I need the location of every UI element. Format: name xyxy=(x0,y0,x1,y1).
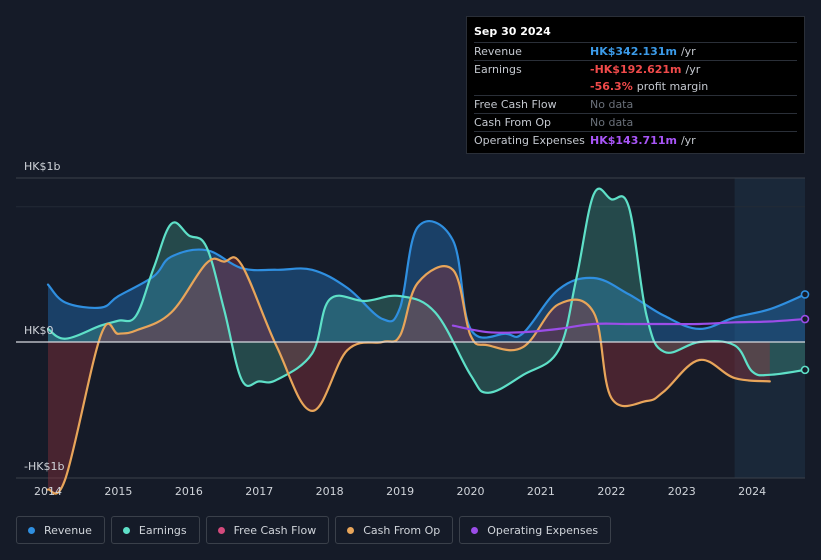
tooltip-rows: Revenue HK$342.131m/yr Earnings -HK$192.621… xyxy=(474,42,797,149)
y-tick-label: HK$0 xyxy=(24,324,53,337)
x-tick-label: 2018 xyxy=(316,485,344,498)
tooltip-row-unit: /yr xyxy=(685,63,701,76)
chart-legend: Revenue Earnings Free Cash Flow Cash From O… xyxy=(16,516,617,546)
chart-grid xyxy=(16,177,805,479)
y-tick-label: -HK$1b xyxy=(24,460,64,473)
line-operating-expenses xyxy=(451,317,807,334)
legend-label: Free Cash Flow xyxy=(233,523,317,537)
legend-item-earnings[interactable]: Earnings xyxy=(110,516,200,544)
line-cash-from-op xyxy=(46,256,771,495)
legend-dot-icon xyxy=(347,526,355,534)
chart-axis-labels: HK$1b HK$0 -HK$1b 2014 2015 2016 2017 2018 2019 2… xyxy=(24,160,766,498)
chart-areas xyxy=(48,188,805,494)
tooltip-row: Operating Expenses HK$143.711m/yr xyxy=(474,131,797,149)
tooltip-row-label: Free Cash Flow xyxy=(474,98,557,111)
tooltip-row-label: Revenue xyxy=(474,45,522,58)
chart-lines xyxy=(16,187,810,495)
x-tick-label: 2015 xyxy=(104,485,132,498)
forecast-region xyxy=(734,178,805,478)
tooltip-row: Revenue HK$342.131m/yr xyxy=(474,42,797,60)
endpoint-revenue xyxy=(800,290,810,299)
legend-dot-icon xyxy=(28,526,35,534)
area-cash-from-op xyxy=(48,257,770,494)
tooltip-row-unit: /yr xyxy=(680,45,696,58)
legend-item-cash-from-op[interactable]: Cash From Op xyxy=(335,516,454,544)
tooltip-row-label: Operating Expenses xyxy=(474,134,585,147)
endpoint-operating-expenses xyxy=(800,314,810,324)
line-revenue xyxy=(46,220,807,339)
legend-dot-icon xyxy=(122,526,130,534)
x-tick-label: 2024 xyxy=(738,485,766,498)
legend-dot-icon xyxy=(217,526,225,534)
tooltip-row-value: -HK$192.621m xyxy=(590,63,682,76)
legend-label: Cash From Op xyxy=(363,523,441,537)
x-tick-label: 2023 xyxy=(668,485,696,498)
endpoint-earnings xyxy=(800,365,810,375)
tooltip-row-value: No data xyxy=(590,98,634,111)
legend-item-free-cash-flow[interactable]: Free Cash Flow xyxy=(205,516,330,544)
x-tick-label: 2021 xyxy=(527,485,555,498)
legend-item-revenue[interactable]: Revenue xyxy=(16,516,105,544)
tooltip-row: Free Cash Flow No data xyxy=(474,95,797,113)
legend-label: Earnings xyxy=(138,523,187,537)
legend-label: Operating Expenses xyxy=(487,523,599,537)
tooltip-row-label xyxy=(474,78,590,95)
area-revenue xyxy=(48,221,805,342)
x-tick-label: 2022 xyxy=(597,485,625,498)
x-tick-label: 2019 xyxy=(386,485,414,498)
x-tick-label: 2017 xyxy=(245,485,273,498)
tooltip-row-label: Earnings xyxy=(474,63,522,76)
x-tick-label: 2020 xyxy=(457,485,485,498)
tooltip-row: Earnings -HK$192.621m/yr xyxy=(474,60,797,78)
legend-item-operating-expenses[interactable]: Operating Expenses xyxy=(459,516,612,544)
tooltip-row: Cash From Op No data xyxy=(474,113,797,131)
tooltip-row-value: HK$342.131m xyxy=(590,45,677,58)
x-tick-label: 2016 xyxy=(175,485,203,498)
tooltip-row-value: No data xyxy=(590,116,634,129)
tooltip-row-value: -56.3% xyxy=(590,80,633,93)
legend-label: Revenue xyxy=(44,523,92,537)
tooltip-row-unit: profit margin xyxy=(636,80,709,93)
x-tick-label: 2014 xyxy=(34,485,62,498)
legend-dot-icon xyxy=(471,526,479,534)
data-tooltip: Sep 30 2024 Revenue HK$342.131m/yr Earning… xyxy=(466,16,805,154)
tooltip-row-label: Cash From Op xyxy=(474,116,552,129)
tooltip-row: -56.3% profit margin xyxy=(474,78,797,95)
tooltip-row-unit: /yr xyxy=(680,134,696,147)
y-tick-label: HK$1b xyxy=(24,160,60,173)
tooltip-date: Sep 30 2024 xyxy=(474,25,551,38)
tooltip-row-value: HK$143.711m xyxy=(590,134,677,147)
